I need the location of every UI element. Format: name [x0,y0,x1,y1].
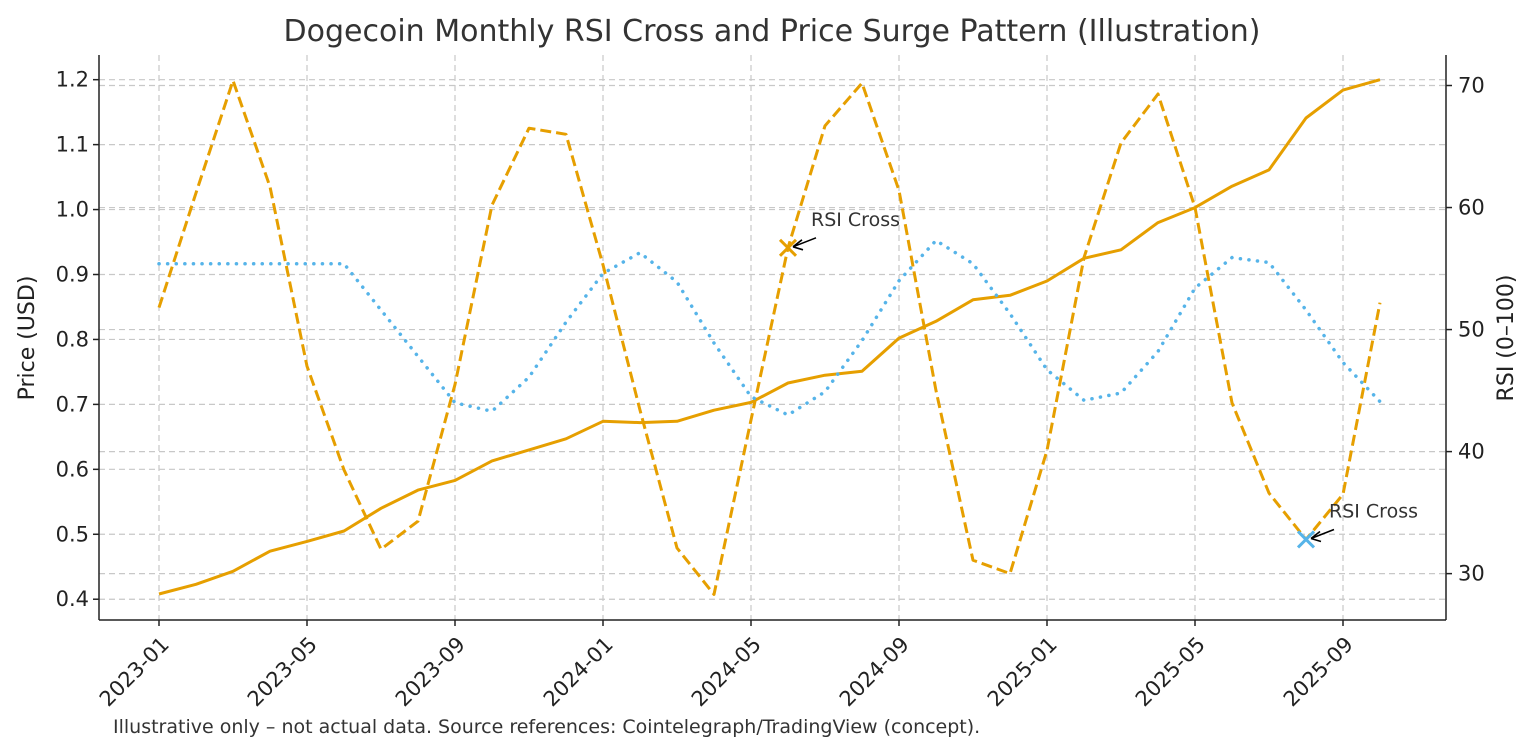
arrow-icon [1310,528,1335,543]
annotation-marks: RSI Cross RSI Cross [778,209,1418,549]
series-dashed-line [157,79,1382,596]
y-left-tick-label: 0.8 [56,327,89,351]
cross-marker [778,238,798,257]
x-tick-label: 2024-01 [539,632,618,711]
y-right-tick-label: 50 [1458,318,1485,342]
series-dotted-line [157,238,1382,417]
footnote: Illustrative only – not actual data. Sou… [113,716,980,738]
x-tick-label: 2025-05 [1131,632,1210,711]
series-solid-line [158,78,1381,596]
y-left-tick-label: 1.1 [56,133,89,157]
y-right-tick-label: 60 [1458,196,1485,220]
x-tick-label: 2025-01 [983,632,1062,711]
annotation-label: RSI Cross [811,209,900,231]
annotation-label: RSI Cross [1329,500,1418,522]
x-tick-label: 2023-09 [391,632,470,711]
y-left-tick-label: 0.5 [56,522,89,546]
y-right-tick-label: 30 [1458,562,1485,586]
x-tick-label: 2024-05 [687,632,766,711]
chart-title: Dogecoin Monthly RSI Cross and Price Sur… [284,14,1261,49]
arrow-icon [792,237,817,251]
y-right-tick-label: 70 [1458,74,1485,98]
y-axis-left-label: Price (USD) [15,276,40,401]
y-left-tick-label: 0.6 [56,457,89,481]
axes: 2023-01 2023-05 2023-09 2024-01 2024-05 2024-… [56,55,1485,711]
x-tick-label: 2023-01 [95,632,174,711]
y-left-tick-label: 1.2 [56,68,89,92]
series-lines [157,78,1382,596]
y-axis-right-label: RSI (0–100) [1494,275,1519,402]
x-tick-label: 2025-09 [1279,632,1358,711]
y-right-tick-label: 40 [1458,440,1485,464]
cross-marker [1296,530,1316,549]
x-tick-label: 2023-05 [243,632,322,711]
x-tick-label: 2024-09 [835,632,914,711]
y-left-tick-label: 0.4 [56,587,89,611]
y-left-tick-label: 0.9 [56,263,89,287]
y-left-tick-label: 1.0 [56,198,89,222]
y-left-tick-label: 0.7 [56,392,89,416]
